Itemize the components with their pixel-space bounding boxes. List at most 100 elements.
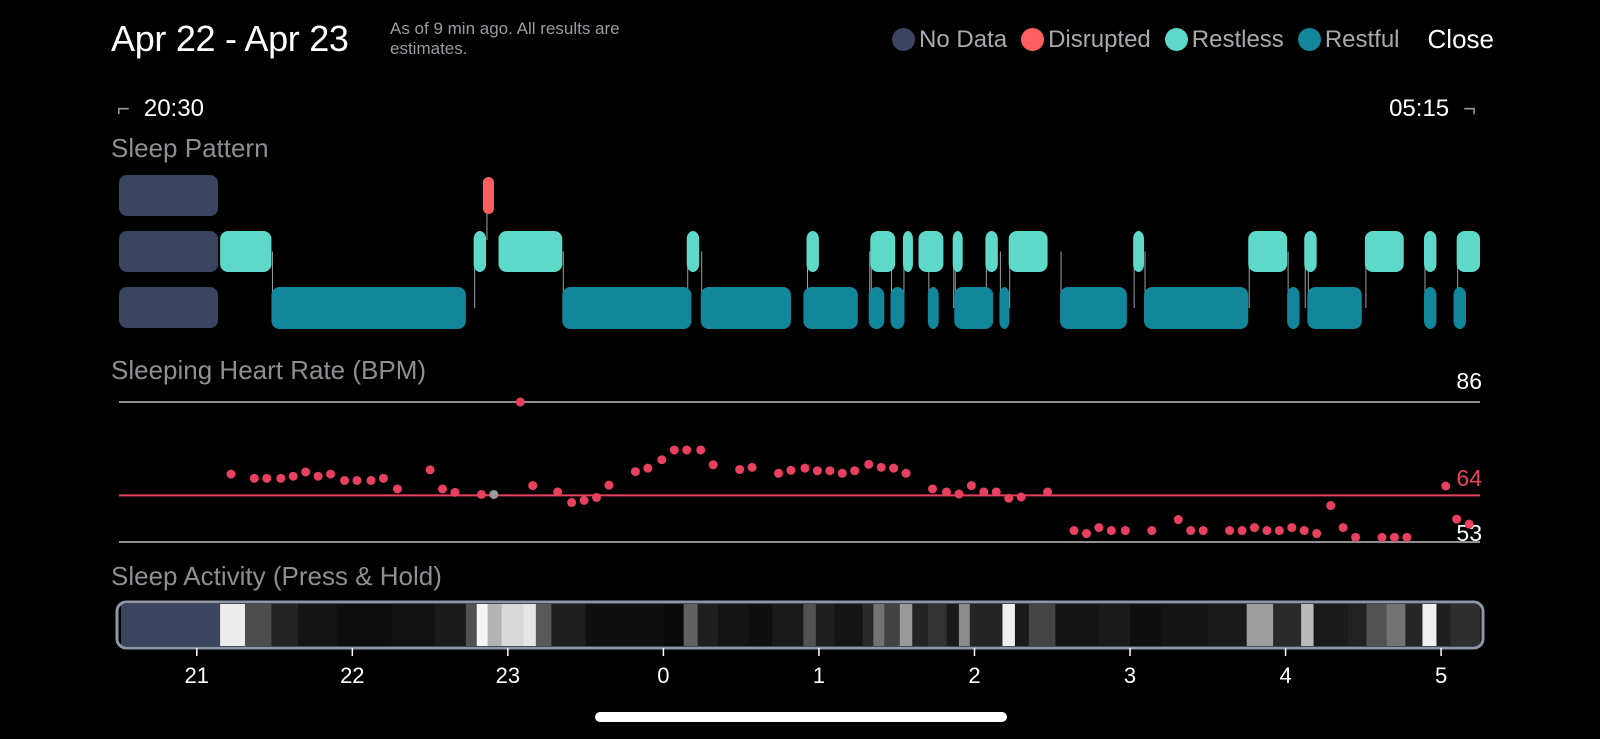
activity-intensity-segment[interactable]: [884, 604, 901, 646]
hr-data-point: [1402, 532, 1412, 542]
activity-intensity-segment[interactable]: [1366, 604, 1388, 646]
activity-intensity-segment[interactable]: [535, 604, 552, 646]
sleep-activity-heading: Sleep Activity (Press & Hold): [111, 561, 442, 591]
activity-intensity-segment[interactable]: [834, 604, 863, 646]
activity-intensity-segment[interactable]: [772, 604, 804, 646]
activity-intensity-segment[interactable]: [697, 604, 719, 646]
activity-intensity-segment[interactable]: [912, 604, 929, 646]
hr-data-point: [425, 465, 435, 475]
pattern-restful-block: [1144, 287, 1249, 329]
activity-intensity-segment[interactable]: [873, 604, 885, 646]
hr-data-point: [889, 463, 899, 473]
activity-intensity-segment[interactable]: [501, 604, 524, 646]
activity-intensity-segment[interactable]: [862, 604, 874, 646]
hr-data-point: [392, 484, 402, 494]
range-end-time: 05:15: [1389, 95, 1450, 122]
activity-intensity-segment[interactable]: [487, 604, 503, 646]
hr-data-point: [1441, 481, 1451, 491]
activity-intensity-segment[interactable]: [1301, 604, 1315, 646]
activity-intensity-segment[interactable]: [551, 604, 587, 646]
hr-data-point: [1225, 526, 1235, 536]
hr-data-point: [696, 445, 706, 455]
activity-intensity-segment[interactable]: [585, 604, 664, 646]
activity-intensity-segment[interactable]: [1422, 604, 1437, 646]
range-end[interactable]: 05:15 ¬: [1389, 95, 1476, 123]
legend-restful: Restful: [1297, 26, 1400, 54]
hr-data-point: [1287, 523, 1297, 533]
activity-intensity-segment[interactable]: [1002, 604, 1016, 646]
pattern-restful-block: [1453, 287, 1467, 329]
activity-intensity-segment[interactable]: [220, 604, 246, 646]
activity-intensity-segment[interactable]: [1098, 604, 1131, 646]
hr-data-point: [1351, 532, 1361, 542]
activity-intensity-segment[interactable]: [1161, 604, 1209, 646]
activity-intensity-segment[interactable]: [748, 604, 773, 646]
hr-data-point: [1147, 526, 1157, 536]
hr-data-point: [1312, 529, 1322, 539]
hr-data-point-unmeasured: [489, 489, 499, 499]
legend-restless: Restless: [1164, 25, 1284, 54]
pattern-restful-block: [927, 287, 939, 329]
pattern-restful-block: [954, 287, 994, 329]
activity-intensity-segment[interactable]: [391, 604, 436, 646]
hr-data-point: [1069, 526, 1079, 536]
legend-label-no-data: No Data: [919, 25, 1008, 53]
activity-intensity-segment[interactable]: [663, 604, 685, 646]
activity-intensity-segment[interactable]: [1055, 604, 1100, 646]
activity-intensity-segment[interactable]: [523, 604, 537, 646]
activity-intensity-segment[interactable]: [899, 604, 913, 646]
activity-intensity-segment[interactable]: [1347, 604, 1367, 646]
activity-intensity-segment[interactable]: [336, 604, 392, 646]
activity-intensity-segment[interactable]: [683, 604, 699, 646]
activity-intensity-segment[interactable]: [1313, 604, 1349, 646]
activity-intensity-segment[interactable]: [244, 604, 272, 646]
activity-intensity-segment[interactable]: [927, 604, 947, 646]
activity-intensity-segment[interactable]: [271, 604, 299, 646]
close-button[interactable]: Close: [1427, 24, 1494, 54]
hr-data-point: [366, 475, 376, 485]
legend-label-restless: Restless: [1191, 25, 1284, 53]
range-start[interactable]: ⌐ 20:30: [117, 95, 204, 123]
legend-label-disrupted: Disrupted: [1048, 25, 1151, 53]
hr-data-point: [567, 498, 577, 508]
activity-intensity-segment[interactable]: [946, 604, 960, 646]
activity-intensity-segment[interactable]: [1014, 604, 1030, 646]
activity-intensity-segment[interactable]: [476, 604, 489, 646]
home-indicator[interactable]: [595, 712, 1007, 722]
pattern-restful-block: [999, 287, 1010, 329]
hr-data-point: [249, 473, 259, 483]
sleep-pattern-heading: Sleep Pattern: [111, 133, 269, 163]
activity-intensity-segment[interactable]: [1246, 604, 1274, 646]
hr-data-point: [1326, 501, 1336, 511]
hr-data-point: [553, 487, 563, 497]
hr-data-point: [966, 481, 976, 491]
activity-intensity-segment[interactable]: [958, 604, 971, 646]
activity-intensity-segment[interactable]: [434, 604, 467, 646]
activity-intensity-segment[interactable]: [297, 604, 338, 646]
time-axis-label: 0: [657, 663, 669, 688]
activity-intensity-segment[interactable]: [1028, 604, 1056, 646]
hr-data-point: [669, 445, 679, 455]
activity-intensity-segment[interactable]: [803, 604, 817, 646]
range-start-handle-icon[interactable]: ⌐: [117, 96, 130, 121]
range-start-time: 20:30: [143, 95, 204, 122]
activity-intensity-segment[interactable]: [1436, 604, 1451, 646]
activity-intensity-segment[interactable]: [1130, 604, 1162, 646]
activity-intensity-segment[interactable]: [969, 604, 1003, 646]
activity-intensity-segment[interactable]: [1386, 604, 1406, 646]
hr-data-point: [1299, 526, 1309, 536]
activity-intensity-segment[interactable]: [815, 604, 835, 646]
activity-intensity-segment[interactable]: [1207, 604, 1248, 646]
activity-intensity-segment[interactable]: [465, 604, 478, 646]
pattern-restless-block: [952, 231, 963, 272]
activity-intensity-segment[interactable]: [1450, 604, 1481, 646]
hr-data-point: [657, 455, 667, 465]
activity-strip-frame[interactable]: [115, 600, 1485, 650]
activity-intensity-segment[interactable]: [717, 604, 750, 646]
activity-intensity-segment[interactable]: [1273, 604, 1302, 646]
hr-data-point: [340, 475, 350, 485]
hr-data-point: [954, 489, 964, 499]
activity-intensity-segment[interactable]: [1405, 604, 1423, 646]
range-end-handle-icon[interactable]: ¬: [1463, 96, 1476, 121]
pattern-restful-block: [1424, 287, 1437, 329]
